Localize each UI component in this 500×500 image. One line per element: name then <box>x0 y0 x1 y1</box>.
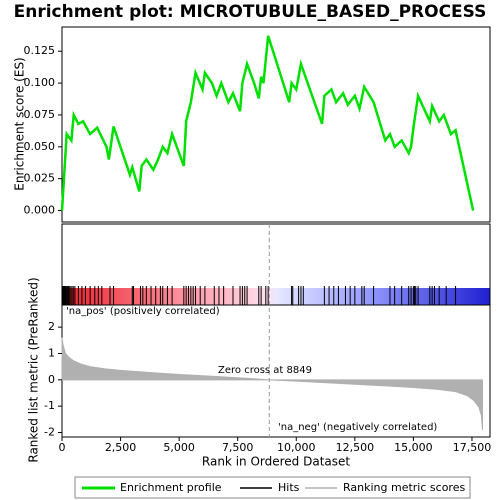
x-tick-label: 7,500 <box>222 441 254 454</box>
y-axis-label: Ranked list metric (PreRanked) <box>27 277 41 462</box>
es-line <box>60 35 475 211</box>
y-tick-label: 2 <box>48 320 55 333</box>
y-tick-label: 1 <box>48 346 55 359</box>
legend <box>74 476 471 499</box>
x-tick-label: 15,000 <box>394 441 433 454</box>
y-tick-label: -1 <box>44 399 55 412</box>
y-tick-label: 0.025 <box>24 172 56 185</box>
y-tick-label: 0.000 <box>24 204 56 217</box>
y-tick-label: 0.075 <box>24 108 56 121</box>
chart-title: Enrichment plot: MICROTUBULE_BASED_PROCE… <box>14 2 487 22</box>
x-tick-label: 5,000 <box>163 441 195 454</box>
x-tick-label: 12,500 <box>336 441 375 454</box>
annotation: 'na_neg' (negatively correlated) <box>278 422 437 433</box>
metric-area <box>61 337 484 430</box>
x-axis-label: Rank in Ordered Dataset <box>202 455 350 469</box>
x-tick-label: 10,000 <box>277 441 316 454</box>
x-tick-label: 0 <box>59 441 66 454</box>
legend-label: Hits <box>278 481 300 494</box>
es-frame <box>61 26 491 223</box>
y-tick-label: 0.125 <box>24 44 56 57</box>
rank-color-band <box>62 288 490 305</box>
y-tick-label: 0.100 <box>24 76 56 89</box>
y-axis-label: Enrichment score (ES) <box>13 57 27 190</box>
x-tick-label: 17,500 <box>453 441 492 454</box>
y-tick-label: 0.050 <box>24 140 56 153</box>
annotation: Zero cross at 8849 <box>218 365 312 376</box>
y-tick-label: 0 <box>48 373 55 386</box>
legend-label: Ranking metric scores <box>343 481 465 494</box>
y-tick-label: -2 <box>44 426 55 439</box>
annotation: 'na_pos' (positively correlated) <box>66 306 220 317</box>
x-tick-label: 2,500 <box>105 441 137 454</box>
legend-label: Enrichment profile <box>120 481 222 494</box>
